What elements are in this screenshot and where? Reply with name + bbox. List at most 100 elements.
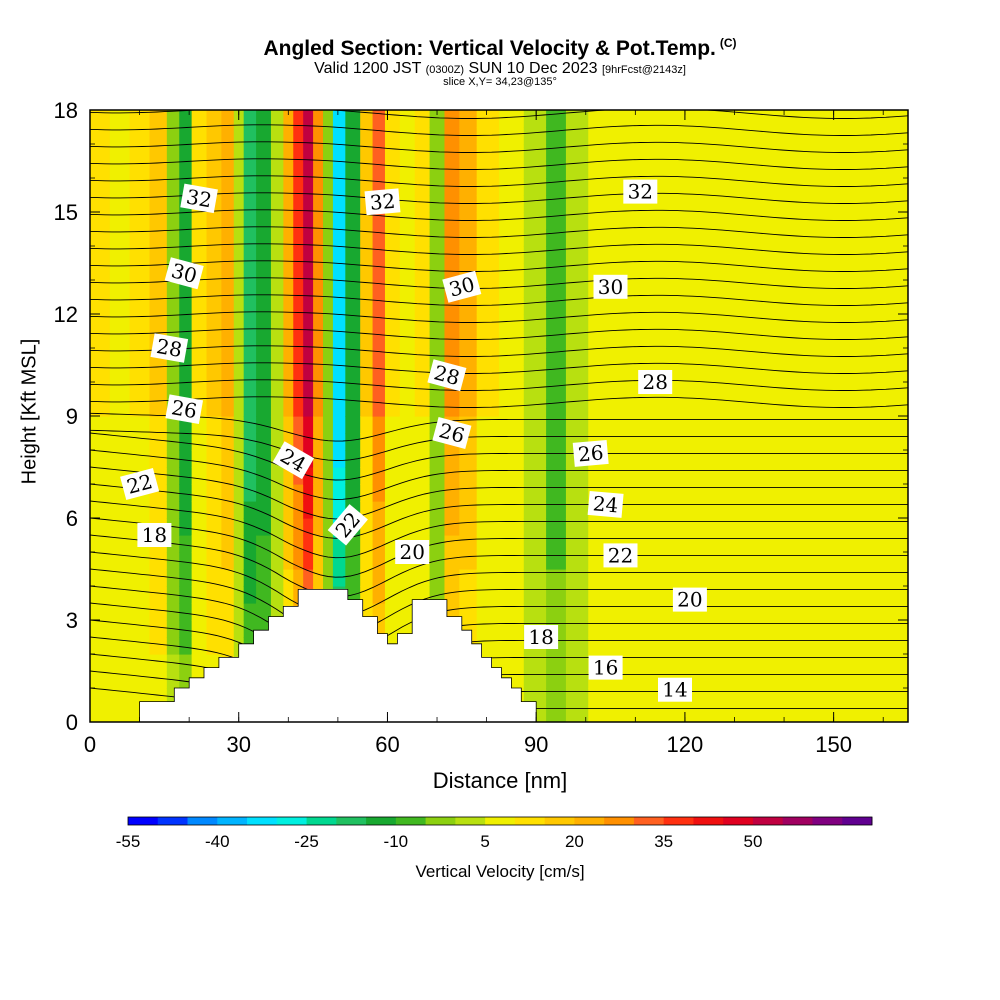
velocity-cell bbox=[476, 331, 500, 349]
velocity-cell bbox=[303, 518, 314, 536]
velocity-cell bbox=[414, 314, 431, 332]
velocity-cell bbox=[588, 246, 619, 264]
velocity-cell bbox=[808, 603, 860, 621]
velocity-cell bbox=[384, 467, 401, 485]
velocity-cell bbox=[759, 348, 810, 366]
isentrope-line bbox=[90, 534, 908, 598]
terrain-profile bbox=[90, 589, 537, 723]
velocity-cell bbox=[191, 382, 208, 400]
velocity-cell bbox=[109, 535, 131, 553]
subtitle-forecast: [9hrFcst@2143z] bbox=[601, 64, 686, 76]
velocity-cell bbox=[565, 552, 589, 570]
velocity-cell bbox=[414, 127, 431, 145]
velocity-cell bbox=[499, 365, 525, 383]
velocity-cell bbox=[858, 688, 908, 706]
velocity-cell bbox=[499, 433, 525, 451]
isentrope-label-text: 18 bbox=[528, 625, 553, 649]
isentrope-label-text: 24 bbox=[592, 491, 619, 517]
isentrope-label-text: 16 bbox=[593, 656, 618, 680]
velocity-cell bbox=[546, 535, 567, 553]
velocity-cell bbox=[345, 144, 361, 162]
velocity-cell bbox=[206, 637, 222, 655]
velocity-cell bbox=[565, 365, 589, 383]
velocity-cell bbox=[588, 297, 619, 315]
velocity-cell bbox=[546, 161, 567, 179]
velocity-cell bbox=[588, 705, 619, 722]
velocity-cell bbox=[283, 246, 294, 264]
velocity-cell bbox=[523, 484, 547, 502]
velocity-cell bbox=[546, 399, 567, 417]
velocity-cell bbox=[709, 484, 760, 502]
velocity-cell bbox=[399, 484, 416, 502]
velocity-cell bbox=[90, 212, 111, 230]
isentrope-line bbox=[90, 602, 908, 675]
velocity-cell bbox=[546, 586, 567, 604]
velocity-cell bbox=[109, 603, 131, 621]
velocity-cell bbox=[858, 297, 908, 315]
velocity-cell bbox=[499, 246, 525, 264]
velocity-cell bbox=[332, 246, 346, 264]
velocity-cell bbox=[166, 161, 180, 179]
velocity-cell bbox=[546, 450, 567, 468]
velocity-cell bbox=[565, 178, 589, 196]
velocity-cell bbox=[109, 637, 131, 655]
velocity-cell bbox=[399, 518, 416, 536]
isentrope-line bbox=[90, 345, 908, 357]
velocity-cell bbox=[476, 110, 500, 128]
velocity-cell bbox=[808, 671, 860, 689]
velocity-cell bbox=[759, 620, 810, 638]
velocity-cell bbox=[221, 518, 235, 536]
velocity-cell bbox=[444, 399, 460, 417]
velocity-cell bbox=[372, 382, 386, 400]
velocity-cell bbox=[313, 127, 324, 145]
velocity-cell bbox=[323, 229, 334, 247]
velocity-cell bbox=[313, 178, 324, 196]
velocity-cell bbox=[129, 263, 151, 281]
velocity-cell bbox=[499, 212, 525, 230]
velocity-cell bbox=[206, 212, 222, 230]
velocity-cell bbox=[444, 484, 460, 502]
isentrope-label: 28 bbox=[150, 333, 189, 363]
velocity-cell bbox=[303, 246, 314, 264]
velocity-cell bbox=[256, 280, 272, 298]
velocity-cell bbox=[429, 467, 446, 485]
velocity-cell bbox=[588, 399, 619, 417]
velocity-cell bbox=[332, 467, 346, 485]
velocity-cell bbox=[109, 552, 131, 570]
velocity-cell bbox=[149, 263, 168, 281]
velocity-cell bbox=[166, 212, 180, 230]
velocity-cell bbox=[588, 467, 619, 485]
velocity-cell bbox=[191, 246, 208, 264]
velocity-cell bbox=[270, 110, 284, 128]
velocity-cell bbox=[129, 365, 151, 383]
velocity-cell bbox=[90, 416, 111, 434]
velocity-cell bbox=[243, 246, 257, 264]
velocity-cell bbox=[759, 127, 810, 145]
isentrope-line bbox=[90, 412, 908, 442]
velocity-cell bbox=[191, 569, 208, 587]
velocity-cell bbox=[459, 467, 478, 485]
velocity-cell bbox=[129, 127, 151, 145]
velocity-cell bbox=[283, 110, 294, 128]
isentrope-label-bg bbox=[120, 468, 160, 500]
velocity-cell bbox=[283, 552, 294, 570]
velocity-cell bbox=[256, 331, 272, 349]
velocity-cell bbox=[360, 246, 374, 264]
velocity-cell bbox=[332, 382, 346, 400]
velocity-cell bbox=[256, 110, 272, 128]
velocity-cell bbox=[221, 280, 235, 298]
velocity-cell bbox=[149, 450, 168, 468]
velocity-cell bbox=[414, 331, 431, 349]
velocity-cell bbox=[858, 535, 908, 553]
velocity-cell bbox=[660, 161, 711, 179]
velocity-cell bbox=[399, 467, 416, 485]
velocity-cell bbox=[444, 212, 460, 230]
velocity-cell bbox=[565, 518, 589, 536]
velocity-cell bbox=[709, 569, 760, 587]
isentrope-line bbox=[90, 432, 908, 481]
velocity-cell bbox=[221, 450, 235, 468]
velocity-cell bbox=[858, 603, 908, 621]
velocity-cell bbox=[523, 263, 547, 281]
velocity-cell bbox=[313, 263, 324, 281]
velocity-cell bbox=[709, 212, 760, 230]
